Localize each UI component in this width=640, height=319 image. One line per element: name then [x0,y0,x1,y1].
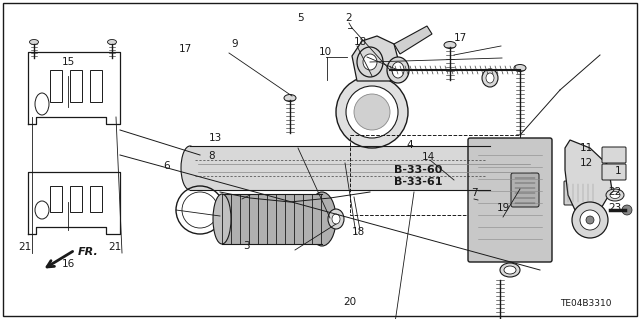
Text: B-33-60: B-33-60 [394,165,442,175]
Bar [190,146,490,190]
Text: B-33-61: B-33-61 [394,177,442,187]
Ellipse shape [332,214,340,224]
Ellipse shape [363,54,377,70]
Text: 12: 12 [579,158,593,168]
Bar [90,70,102,102]
Text: 21: 21 [19,242,31,252]
Text: 16: 16 [61,259,75,269]
Text: 20: 20 [344,297,356,307]
Ellipse shape [284,94,296,101]
Text: 23: 23 [609,203,621,213]
Ellipse shape [308,192,336,246]
Bar [50,70,62,102]
Text: 17: 17 [453,33,467,43]
Ellipse shape [392,62,404,78]
Text: 22: 22 [609,187,621,197]
FancyBboxPatch shape [564,181,598,205]
Ellipse shape [504,266,516,274]
Ellipse shape [35,201,49,219]
Text: 7: 7 [470,188,477,198]
Polygon shape [394,26,432,54]
Circle shape [580,210,600,230]
Text: 14: 14 [421,152,435,162]
Text: 8: 8 [209,151,215,161]
Text: 3: 3 [243,241,250,251]
Polygon shape [352,36,400,81]
Text: 17: 17 [179,44,191,54]
Text: TE04B3310: TE04B3310 [560,299,611,308]
Text: 19: 19 [497,203,509,213]
FancyBboxPatch shape [602,147,626,163]
Ellipse shape [328,209,344,229]
Ellipse shape [606,189,624,201]
Ellipse shape [357,47,383,77]
Text: 11: 11 [579,143,593,153]
Bar [222,194,322,244]
Ellipse shape [500,263,520,277]
Text: 10: 10 [319,47,332,57]
Text: 2: 2 [346,13,352,23]
Ellipse shape [514,64,526,71]
Text: 6: 6 [164,161,170,171]
Text: 1: 1 [614,166,621,176]
Text: 13: 13 [209,133,221,143]
Bar [70,70,82,102]
Text: 9: 9 [232,39,238,49]
Ellipse shape [181,146,199,190]
Ellipse shape [481,146,499,190]
FancyBboxPatch shape [511,173,539,207]
Polygon shape [565,140,612,218]
Ellipse shape [35,93,49,115]
Bar [350,135,520,215]
Circle shape [336,76,408,148]
Text: 15: 15 [61,57,75,67]
Ellipse shape [444,41,456,48]
Bar [90,186,102,212]
Text: 21: 21 [108,242,122,252]
Circle shape [346,86,398,138]
FancyBboxPatch shape [468,138,552,262]
Circle shape [572,202,608,238]
Ellipse shape [213,194,231,244]
Text: 18: 18 [353,37,367,47]
Ellipse shape [108,40,116,44]
Text: 18: 18 [351,227,365,237]
Ellipse shape [610,191,620,198]
Text: FR.: FR. [78,247,99,257]
Ellipse shape [387,57,409,83]
Bar [70,186,82,212]
Ellipse shape [486,73,494,83]
Bar [50,186,62,212]
Circle shape [622,205,632,215]
Bar [220,205,228,215]
FancyBboxPatch shape [602,164,626,180]
Text: 4: 4 [406,140,413,150]
Ellipse shape [482,69,498,87]
Circle shape [354,94,390,130]
Ellipse shape [29,40,38,44]
Text: 5: 5 [298,13,304,23]
Circle shape [586,216,594,224]
